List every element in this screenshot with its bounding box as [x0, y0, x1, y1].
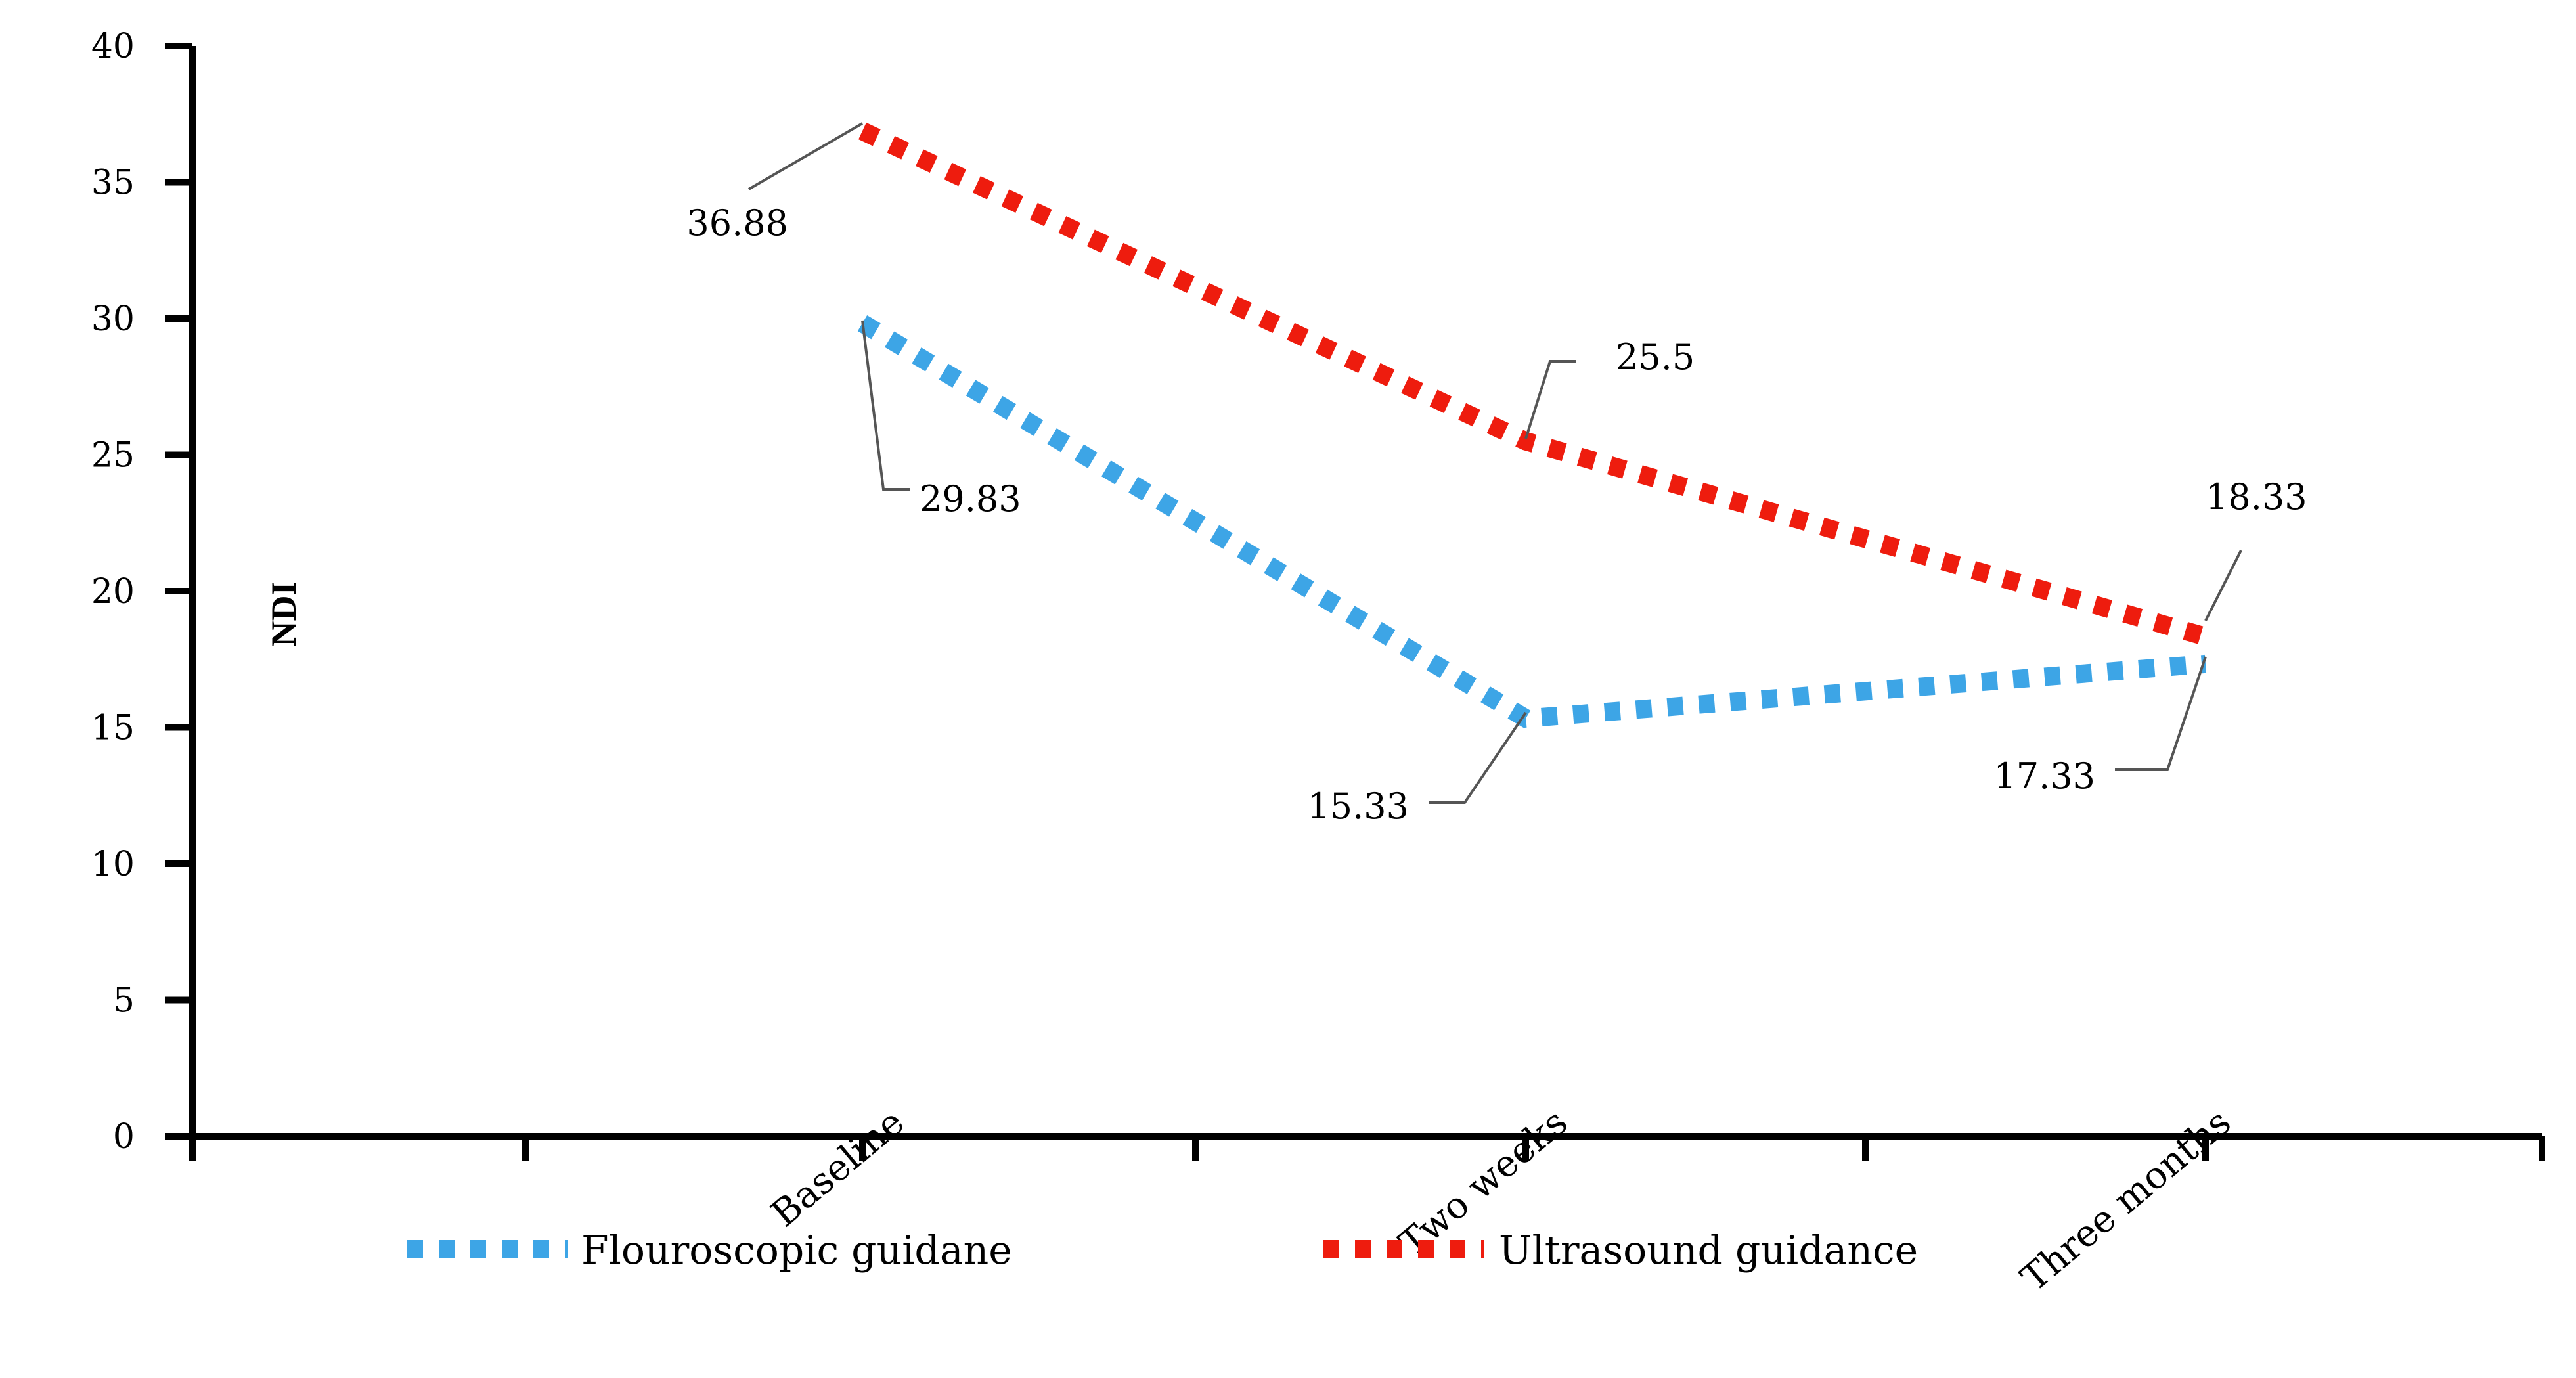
- series-line-flouroscopic: [857, 315, 2207, 728]
- y-tick-label: 0: [113, 1117, 135, 1157]
- x-axis-ticks: Baseline Two weeks Three months: [189, 1101, 2545, 1300]
- data-label: 29.83: [920, 478, 1021, 520]
- data-label-leader: [2204, 550, 2242, 621]
- x-tick-label: Baseline: [763, 1101, 912, 1235]
- legend-label-ultrasound: Ultrasound guidance: [1499, 1228, 1918, 1274]
- y-tick-label: 30: [91, 300, 135, 339]
- data-label-leader: [1524, 360, 1576, 439]
- y-axis-ticks: 0 5 10 15 20 25 30 35 40: [91, 27, 192, 1157]
- y-axis-label: NDI: [264, 581, 303, 646]
- legend: Flouroscopic guidane Ultrasound guidance: [407, 1228, 1918, 1274]
- y-tick-label: 35: [91, 164, 135, 203]
- x-tick-label: Three months: [2013, 1101, 2239, 1300]
- y-tick-label: 15: [91, 709, 135, 748]
- y-tick-label: 20: [91, 572, 135, 611]
- data-label: 25.5: [1616, 336, 1695, 378]
- data-label-leader: [861, 320, 910, 491]
- y-tick-label: 5: [113, 981, 135, 1021]
- data-label: 18.33: [2206, 476, 2307, 518]
- data-label-leader: [1429, 711, 1527, 804]
- series-line-ultrasound: [858, 122, 2208, 646]
- axes: [189, 46, 2542, 1140]
- data-labels: 29.83 15.33 17.33 36.88 25.5 18.33: [686, 122, 2307, 827]
- data-label: 36.88: [686, 202, 788, 244]
- y-tick-label: 25: [91, 436, 135, 476]
- y-tick-label: 10: [91, 845, 135, 884]
- data-label: 17.33: [1993, 755, 2095, 797]
- y-tick-label: 40: [91, 27, 135, 66]
- legend-label-flouroscopic: Flouroscopic guidane: [581, 1228, 1012, 1274]
- series-lines: [857, 122, 2208, 728]
- data-label: 15.33: [1307, 786, 1409, 827]
- data-label-leader: [2115, 656, 2207, 771]
- data-label-leader: [747, 122, 864, 190]
